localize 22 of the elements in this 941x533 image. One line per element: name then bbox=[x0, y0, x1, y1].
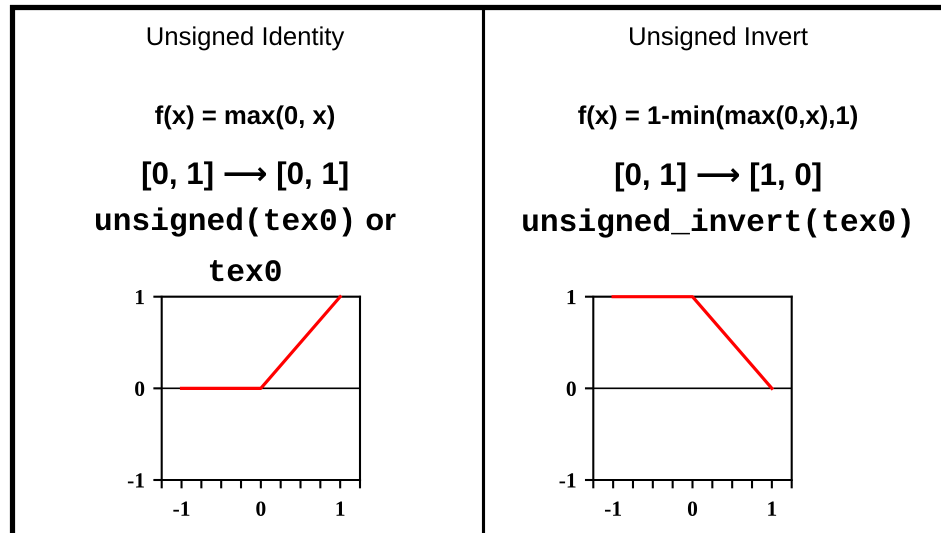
y-tick-label: 0 bbox=[135, 382, 144, 396]
x-tick-label: 0 bbox=[688, 501, 698, 516]
chart-subtitle: f(x) = 1-min(max(0,x),1) bbox=[578, 105, 858, 130]
text: [0, 1] ⟶ [1, 0] bbox=[616, 162, 820, 192]
x-tick-label: -1 bbox=[173, 502, 190, 516]
x-tick-label: -1 bbox=[604, 502, 621, 516]
text: [0, 1] ⟶ [0, 1] bbox=[142, 161, 348, 190]
chart-title: Unsigned Identity bbox=[148, 26, 344, 50]
text: tex0 bbox=[210, 260, 281, 282]
y-tick-label: 1 bbox=[568, 290, 576, 304]
x-tick-label: 1 bbox=[336, 502, 344, 516]
y-tick-label: 0 bbox=[566, 382, 576, 396]
x-tick-label: 1 bbox=[768, 502, 776, 516]
x-tick-label: 0 bbox=[256, 501, 266, 516]
y-tick-label: 1 bbox=[136, 290, 144, 304]
chart-title: Unsigned Invert bbox=[630, 26, 808, 50]
text: unsigned(tex0) bbox=[96, 207, 352, 237]
y-tick-label: -1 bbox=[128, 473, 144, 488]
chart-subtitle: f(x) = max(0, x) bbox=[155, 105, 334, 130]
text: or bbox=[366, 214, 396, 230]
y-tick-label: -1 bbox=[559, 473, 576, 488]
text: unsigned_invert(tex0) bbox=[523, 208, 910, 238]
